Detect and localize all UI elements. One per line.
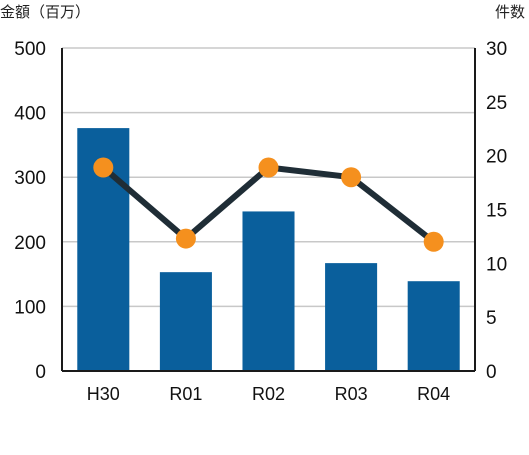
left-tick-label: 500 (14, 39, 46, 60)
bar (159, 272, 212, 371)
right-tick-label: 20 (486, 147, 507, 168)
count-marker (423, 231, 444, 252)
left-axis-label: 金額（百万） (0, 3, 90, 21)
left-tick-label: 100 (14, 297, 46, 318)
left-tick-label: 200 (14, 233, 46, 254)
tick-labels: 0 100 200 300 400 500 0 5 10 15 20 25 30 H30 R01 R02 R03… (14, 39, 507, 404)
right-tick-label: 5 (486, 308, 497, 329)
right-tick-label: 15 (486, 201, 507, 222)
x-tick-label: R03 (335, 384, 368, 404)
axes (61, 48, 476, 372)
count-marker (341, 167, 362, 188)
x-tick-label: R02 (252, 384, 285, 404)
left-tick-label: 300 (14, 168, 46, 189)
bar (242, 211, 295, 371)
left-tick-label: 400 (14, 104, 46, 125)
count-marker (175, 228, 196, 249)
right-tick-label: 10 (486, 254, 507, 275)
left-tick-label: 0 (35, 362, 46, 383)
count-marker (93, 157, 114, 178)
right-tick-label: 25 (486, 93, 507, 114)
x-tick-label: H30 (87, 384, 120, 404)
bars (77, 128, 460, 371)
right-tick-label: 30 (486, 39, 507, 60)
right-axis-label: 件数 (495, 3, 525, 21)
bar (407, 281, 460, 371)
count-marker (258, 157, 279, 178)
x-tick-label: R04 (417, 384, 450, 404)
count-markers (93, 157, 444, 252)
bar (325, 263, 378, 371)
x-tick-label: R01 (169, 384, 202, 404)
right-tick-label: 0 (486, 362, 497, 383)
